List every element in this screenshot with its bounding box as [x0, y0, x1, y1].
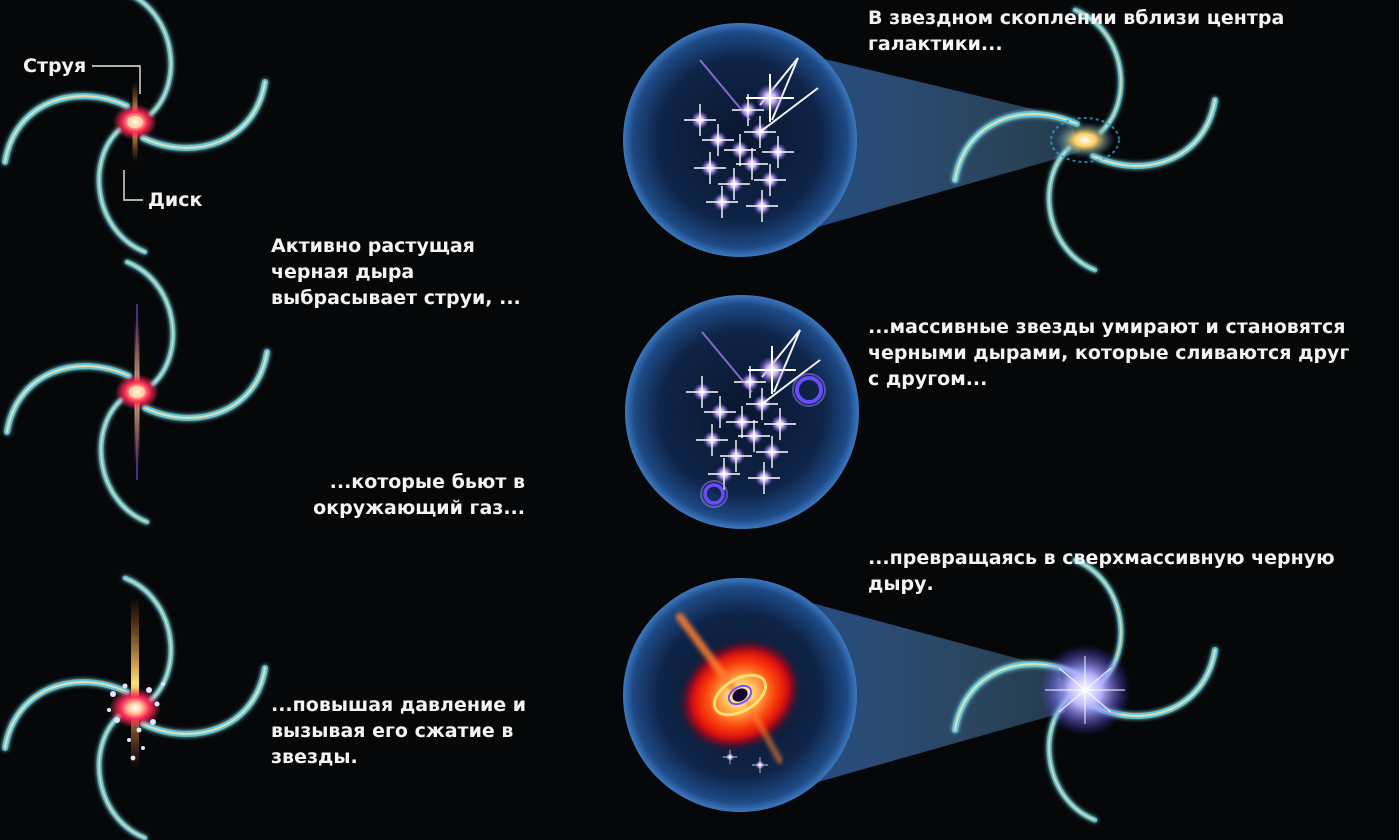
caption-left-3: ...повышая давление и вызывая его сжатие… — [271, 694, 527, 768]
quasar-icon — [1045, 656, 1125, 724]
galaxy-quasar — [955, 560, 1215, 820]
caption-left-1: Активно растущая черная дыра выбрасывает… — [271, 235, 521, 309]
caption-right-3: ...превращаясь в сверхмассивную черную д… — [868, 547, 1335, 595]
galaxy-cluster-center — [955, 10, 1215, 270]
caption-right-1: В звездном скоплении вблизи центра галак… — [868, 7, 1285, 55]
galaxy-jet-disk — [5, 0, 265, 252]
bubble-supermassive-black-hole — [623, 578, 857, 812]
label-leaders — [92, 65, 143, 201]
disk-label: Диск — [148, 189, 203, 211]
caption-left-2: ...которые бьют в окружающий газ... — [313, 471, 525, 519]
black-hole-icon — [676, 613, 798, 764]
caption-right-2: ...массивные звезды умирают и становятся… — [868, 316, 1350, 390]
bubble-merging-black-holes — [625, 295, 859, 529]
galaxy-jets — [7, 262, 267, 522]
bubble-star-cluster — [623, 23, 857, 257]
jet-label: Струя — [23, 55, 87, 77]
galaxy-star-formation — [5, 578, 265, 838]
